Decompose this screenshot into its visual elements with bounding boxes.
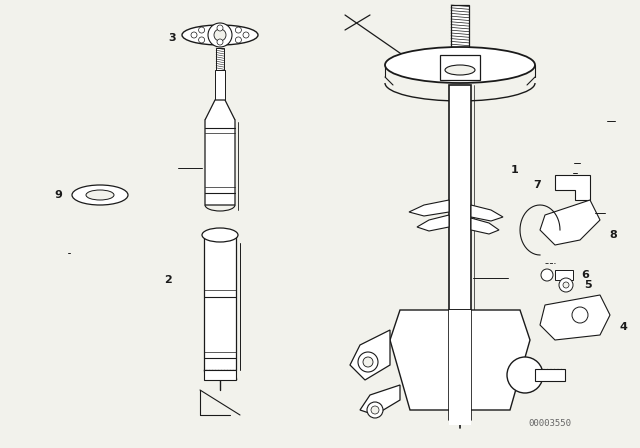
Ellipse shape <box>445 65 475 75</box>
Polygon shape <box>360 385 400 415</box>
Polygon shape <box>555 175 590 200</box>
Ellipse shape <box>385 47 535 83</box>
Bar <box>204 235 236 370</box>
Circle shape <box>507 357 543 393</box>
Circle shape <box>563 282 569 288</box>
Polygon shape <box>417 215 449 231</box>
Bar <box>440 55 480 80</box>
Circle shape <box>217 25 223 31</box>
Polygon shape <box>471 205 503 221</box>
Text: 00003550: 00003550 <box>529 418 572 427</box>
Ellipse shape <box>182 25 258 45</box>
Bar <box>449 85 471 310</box>
Text: 2: 2 <box>164 275 172 285</box>
Text: 9: 9 <box>54 190 62 200</box>
Bar <box>215 70 225 100</box>
Polygon shape <box>471 218 499 234</box>
Circle shape <box>559 278 573 292</box>
Circle shape <box>214 29 226 41</box>
Circle shape <box>191 32 197 38</box>
Bar <box>449 310 471 425</box>
Ellipse shape <box>202 228 238 242</box>
Text: 1: 1 <box>511 165 519 175</box>
Circle shape <box>236 37 241 43</box>
Circle shape <box>236 27 241 33</box>
Ellipse shape <box>72 185 128 205</box>
Text: 4: 4 <box>619 322 627 332</box>
Circle shape <box>363 357 373 367</box>
Ellipse shape <box>86 190 114 200</box>
Circle shape <box>358 352 378 372</box>
Text: 6: 6 <box>581 270 589 280</box>
Circle shape <box>198 37 205 43</box>
Bar <box>535 369 565 381</box>
Polygon shape <box>205 100 235 205</box>
Circle shape <box>572 307 588 323</box>
Circle shape <box>541 269 553 281</box>
Circle shape <box>208 23 232 47</box>
Polygon shape <box>409 200 449 216</box>
Circle shape <box>371 406 379 414</box>
Circle shape <box>217 39 223 45</box>
Circle shape <box>367 402 383 418</box>
Polygon shape <box>350 330 390 380</box>
Bar <box>204 370 236 380</box>
Polygon shape <box>540 200 600 245</box>
Polygon shape <box>540 295 610 340</box>
Bar <box>451 5 469 55</box>
Polygon shape <box>390 310 530 410</box>
Text: 3: 3 <box>168 33 176 43</box>
Text: 5: 5 <box>584 280 592 290</box>
Text: 8: 8 <box>609 230 617 240</box>
Circle shape <box>243 32 249 38</box>
Circle shape <box>198 27 205 33</box>
Bar <box>555 270 573 280</box>
Text: 7: 7 <box>533 180 541 190</box>
Bar <box>216 48 224 70</box>
